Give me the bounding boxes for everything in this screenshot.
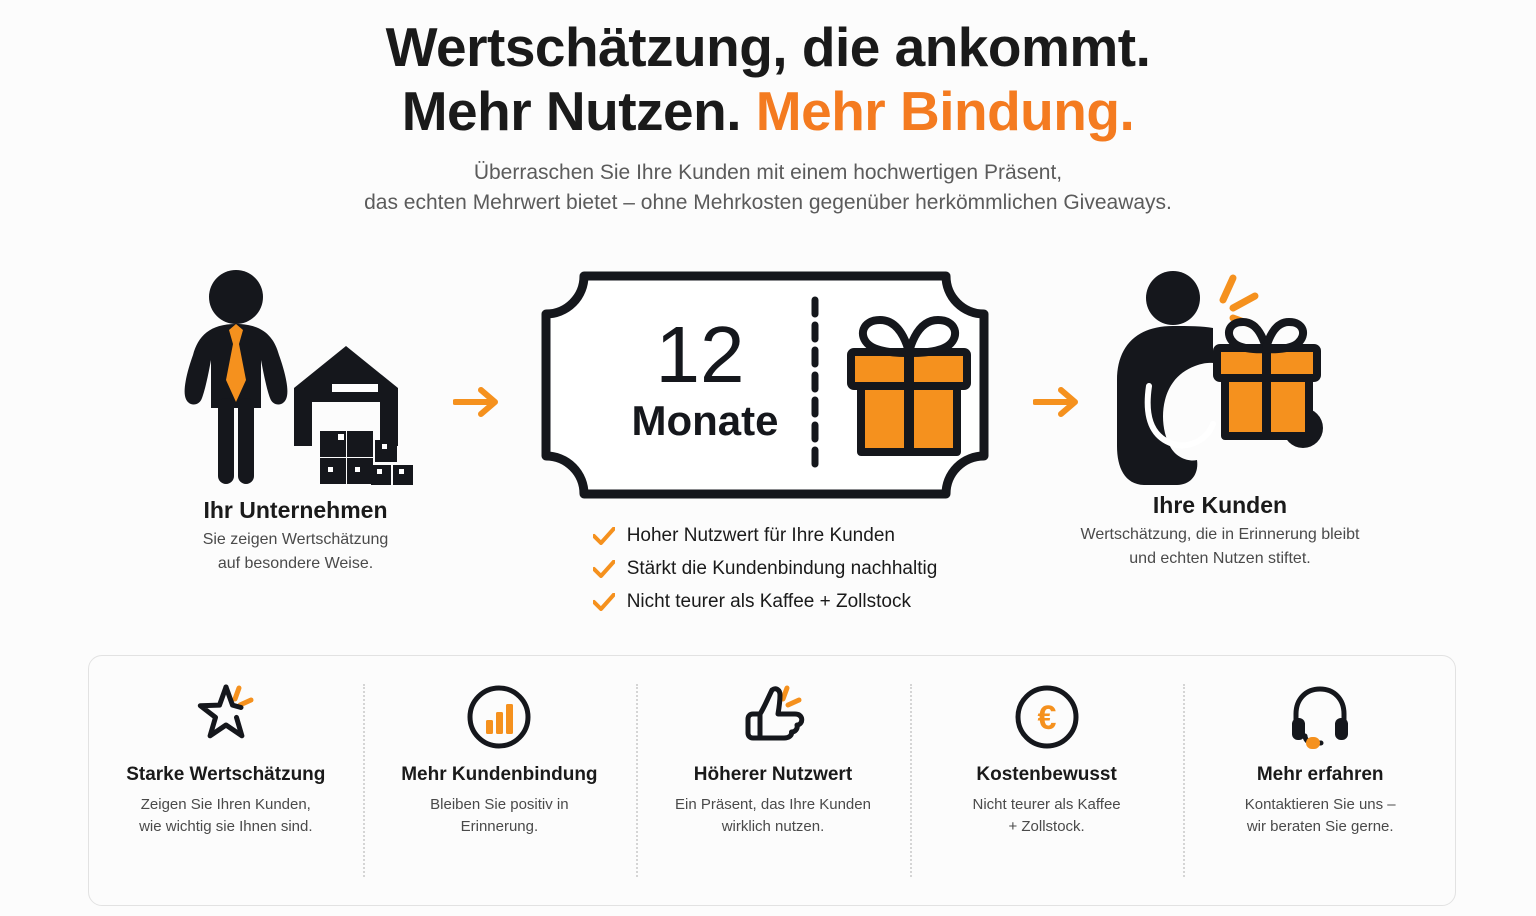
svg-text:€: €: [1037, 699, 1056, 737]
svg-text:12: 12: [656, 310, 745, 399]
svg-text:Monate: Monate: [632, 397, 779, 444]
